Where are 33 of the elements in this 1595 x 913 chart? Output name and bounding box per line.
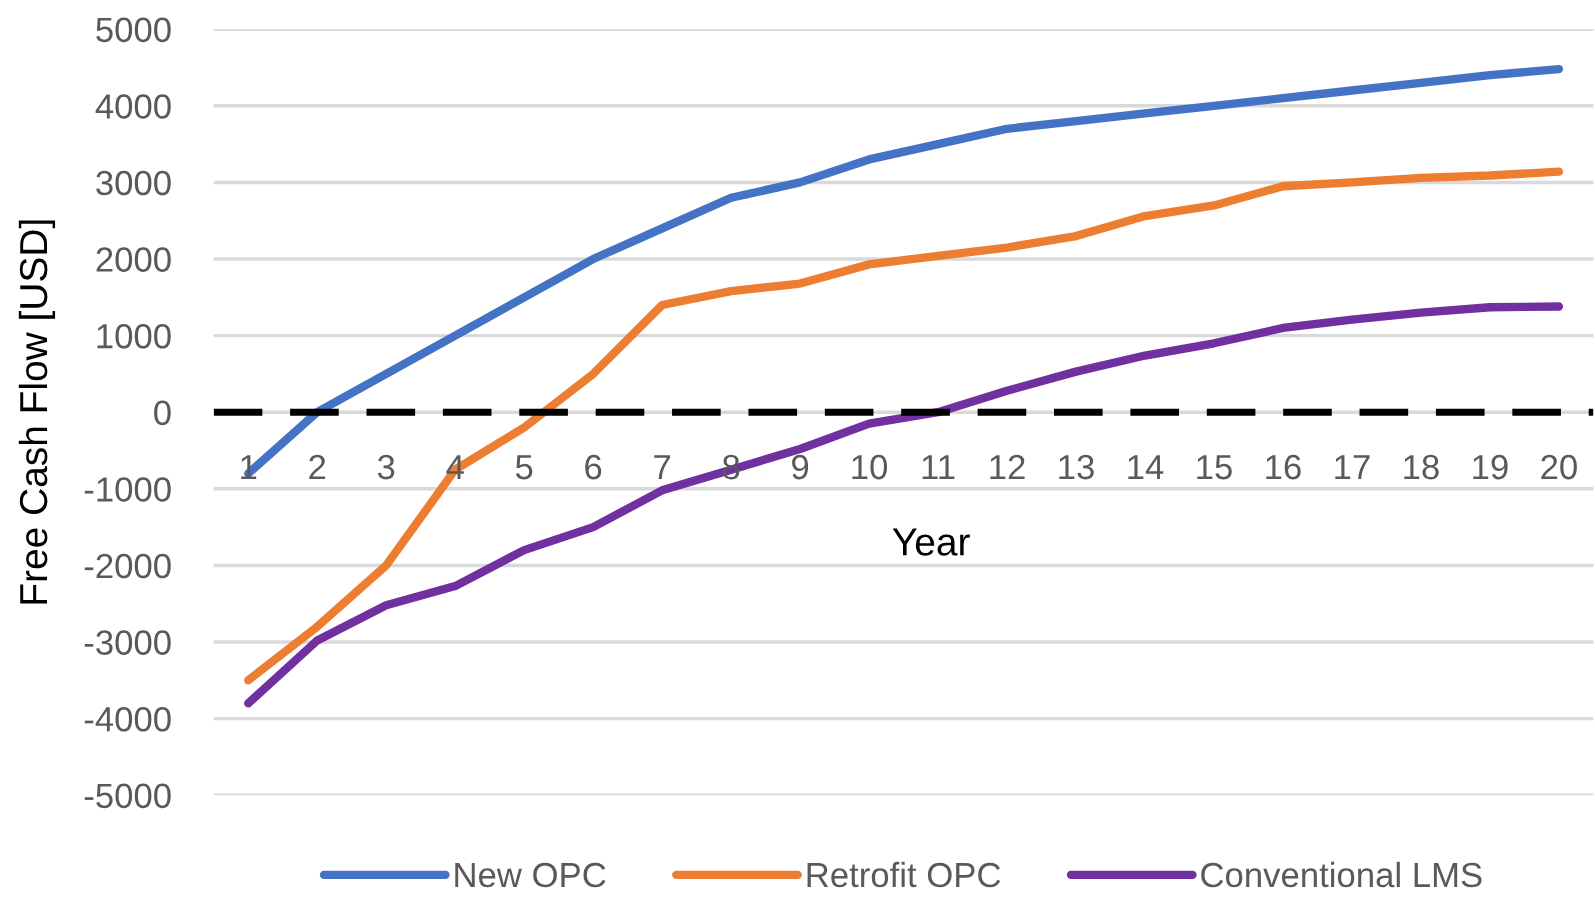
x-tick-label: 3 bbox=[377, 454, 395, 480]
x-tick-label: 14 bbox=[1128, 455, 1164, 480]
x-tick-label: 9 bbox=[792, 454, 809, 480]
x-tick-label: 20 bbox=[1541, 454, 1577, 480]
y-tick-label: 1000 bbox=[97, 323, 171, 349]
legend-label: Conventional LMS bbox=[1201, 861, 1482, 888]
x-tick-label: 11 bbox=[922, 455, 955, 480]
x-tick-label: 5 bbox=[515, 455, 533, 480]
x-tick-label: 12 bbox=[990, 454, 1025, 480]
x-tick-label: 19 bbox=[1473, 454, 1508, 480]
x-tick-label: 10 bbox=[852, 454, 888, 480]
y-tick-label: -1000 bbox=[84, 477, 171, 502]
y-axis-title: Free Cash Flow [USD] bbox=[18, 220, 56, 604]
x-tick-label: 15 bbox=[1197, 455, 1232, 480]
y-tick-label: 5000 bbox=[96, 17, 171, 43]
x-tick-label: 18 bbox=[1404, 454, 1439, 480]
x-tick-label: 7 bbox=[654, 455, 671, 480]
legend-label: Retrofit OPC bbox=[807, 861, 1001, 888]
x-tick-label: 13 bbox=[1059, 454, 1094, 480]
x-tick-label: 2 bbox=[309, 454, 326, 480]
y-tick-label: -2000 bbox=[84, 553, 171, 579]
y-tick-label: 4000 bbox=[95, 94, 171, 119]
x-tick-label: 6 bbox=[585, 454, 602, 480]
x-axis-title: Year bbox=[892, 528, 970, 556]
y-tick-label: -4000 bbox=[84, 706, 171, 732]
y-tick-label: 3000 bbox=[96, 170, 171, 196]
y-tick-label: -3000 bbox=[84, 630, 171, 655]
y-tick-label: 2000 bbox=[96, 247, 171, 272]
y-tick-label: 0 bbox=[154, 400, 171, 426]
x-tick-label: 17 bbox=[1335, 455, 1370, 480]
y-tick-label: -5000 bbox=[84, 783, 171, 809]
legend-label: New OPC bbox=[455, 862, 606, 888]
x-tick-label: 16 bbox=[1266, 454, 1301, 480]
